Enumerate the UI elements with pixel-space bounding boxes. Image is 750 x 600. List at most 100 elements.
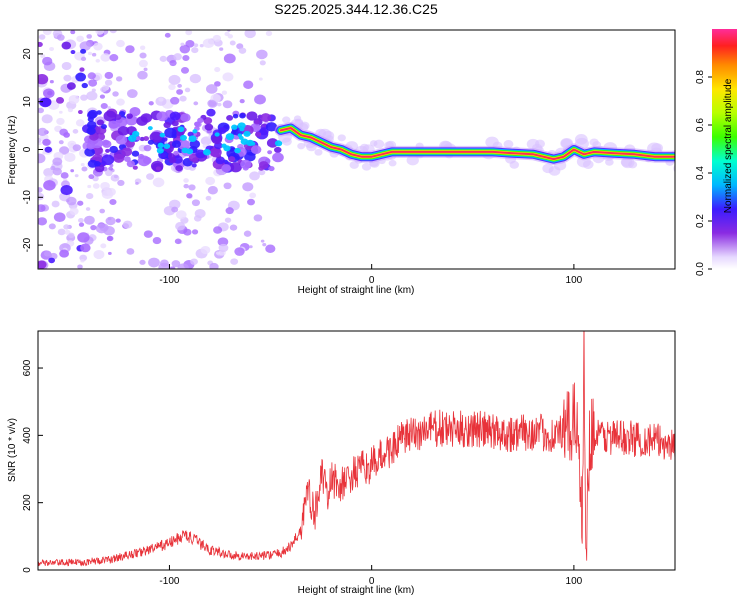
spectral-blob-5 [38, 153, 46, 164]
spectral-blob-195 [265, 244, 276, 254]
spectral-blob-47 [115, 218, 121, 223]
spectral-blob-705 [503, 140, 514, 149]
spectral-blob-291 [174, 238, 182, 245]
colorbar-tick-label-1: 0.2 [695, 214, 706, 228]
bottom-y-tick-label-3: 600 [22, 359, 33, 376]
spectral-blob-644 [282, 116, 291, 124]
spectral-blob-124 [171, 260, 181, 268]
spectral-blob-501 [239, 112, 246, 119]
spectral-blob-495 [55, 97, 65, 104]
spectral-blob-496 [180, 113, 191, 122]
spectral-blob-202 [239, 98, 245, 104]
spectral-blob-283 [72, 129, 79, 134]
spectral-blob-227 [116, 98, 125, 106]
spectral-blob-315 [256, 49, 268, 60]
spectral-blob-403 [244, 151, 256, 162]
spectral-blob-652 [297, 142, 306, 150]
spectral-blob-433 [42, 138, 51, 146]
spectral-blob-304 [110, 174, 120, 182]
ridge-core [279, 127, 675, 161]
top-y-axis-label: Frequency (Hz) [7, 116, 18, 185]
spectral-blob-21 [116, 39, 125, 48]
bottom-y-ticks: 0 200 400 600 [22, 359, 43, 573]
top-y-ticks: -20 -10 0 10 20 [22, 48, 43, 252]
spectral-blob-209 [191, 199, 200, 207]
spectral-blob-611 [218, 127, 227, 134]
top-y-tick-label-1: -10 [22, 190, 33, 205]
spectral-blob-522 [109, 145, 118, 154]
spectral-blob-84 [139, 259, 146, 265]
spectral-blob-219 [58, 140, 64, 145]
spectral-blob-443 [63, 132, 70, 138]
spectral-blob-333 [216, 102, 222, 107]
spectral-blob-579 [136, 116, 148, 126]
spectral-blob-51 [180, 42, 185, 47]
spectral-blob-429 [274, 146, 282, 154]
spectral-blob-420 [77, 110, 83, 115]
spectral-blob-562 [121, 147, 133, 157]
colorbar-ticks: 0.0 0.2 0.4 0.6 0.8 [695, 70, 712, 276]
spectral-blob-413 [96, 119, 105, 126]
colorbar-gradient [712, 29, 737, 269]
spectral-blob-636 [181, 147, 189, 154]
spectral-blob-337 [38, 192, 45, 201]
spectral-blob-38 [243, 230, 252, 237]
spectral-blob-274 [91, 88, 96, 93]
spectral-blob-334 [115, 76, 123, 82]
spectral-blob-197 [217, 237, 229, 247]
spectral-blob-591 [163, 121, 171, 129]
spectral-blob-196 [209, 262, 219, 269]
spectral-blob-13 [56, 117, 65, 125]
spectral-blob-499 [259, 127, 269, 136]
spectral-blob-29 [51, 200, 60, 208]
spectral-blob-585 [86, 142, 96, 150]
spectral-blob-446 [266, 138, 279, 148]
spectral-blob-547 [87, 159, 98, 168]
spectral-blob-339 [80, 258, 85, 263]
spectral-blob-557 [96, 110, 102, 115]
top-y-tick-label-2: 0 [22, 146, 33, 152]
spectral-blob-157 [258, 77, 263, 81]
spectral-blob-511 [232, 113, 239, 119]
spectral-blob-87 [214, 81, 221, 87]
spectral-blob-295 [122, 220, 133, 229]
colorbar-tick-label-3: 0.6 [695, 118, 706, 132]
spectral-blob-128 [182, 55, 190, 62]
spectral-blob-487 [70, 50, 76, 55]
spectral-blob-120 [78, 222, 85, 227]
spectral-blob-78 [221, 90, 228, 95]
spectral-blob-554 [265, 122, 278, 132]
spectral-blob-318 [229, 40, 236, 46]
spectral-blob-261 [194, 208, 206, 219]
spectral-blob-64 [139, 52, 147, 59]
spectral-blob-609 [81, 82, 88, 89]
top-x-tick-label-2: 100 [566, 275, 583, 286]
spectral-blob-593 [268, 166, 275, 172]
spectral-blob-276 [104, 71, 114, 80]
spectral-blob-555 [43, 88, 55, 99]
spectral-blob-629 [179, 134, 187, 141]
spectral-blob-118 [38, 107, 44, 114]
bottom-x-axis-label: Height of straight line (km) [298, 585, 415, 596]
spectral-blob-136 [93, 249, 105, 260]
spectral-blob-253 [38, 137, 42, 143]
spectral-blob-321 [183, 228, 192, 236]
spectral-blob-364 [200, 245, 211, 255]
spectral-blob-294 [99, 208, 106, 214]
bottom-x-tick-label-1: 0 [369, 576, 375, 587]
spectral-blob-394 [60, 184, 73, 196]
spectral-blob-139 [38, 217, 48, 226]
spectral-blob-323 [247, 198, 255, 206]
spectral-blob-341 [126, 89, 138, 99]
spectral-blob-207 [173, 53, 182, 61]
spectral-blob-584 [171, 140, 182, 148]
spectral-blob-462 [77, 232, 90, 243]
spectral-blob-615 [231, 124, 238, 130]
spectral-blob-539 [228, 156, 236, 163]
snr-frame [37, 330, 676, 571]
spectral-blob-60 [49, 80, 54, 84]
spectral-blob-325 [168, 74, 181, 85]
spectral-blob-262 [63, 74, 72, 82]
spectral-blob-566 [59, 249, 69, 258]
